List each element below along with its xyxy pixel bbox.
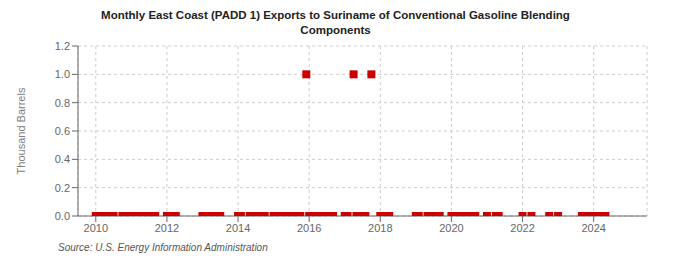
html-text:Monthly East Coast (PADD 1) Ex: Monthly East Coast (PADD 1) Exports to S…	[101, 9, 570, 21]
svg-text:2010: 2010	[84, 222, 108, 234]
svg-text:2016: 2016	[297, 222, 321, 234]
svg-text:1.0: 1.0	[55, 68, 70, 80]
html-text:Components: Components	[300, 24, 371, 36]
svg-text:0.4: 0.4	[55, 153, 70, 165]
svg-text:0.2: 0.2	[55, 182, 70, 194]
html-text:Source: U.S. Energy Informatio: Source: U.S. Energy Information Administ…	[58, 242, 268, 253]
svg-text:1.2: 1.2	[55, 40, 70, 52]
svg-text:2024: 2024	[581, 222, 605, 234]
svg-text:2012: 2012	[155, 222, 179, 234]
svg-text:Thousand Barrels: Thousand Barrels	[15, 87, 27, 174]
svg-text:0.6: 0.6	[55, 125, 70, 137]
svg-text:0.8: 0.8	[55, 97, 70, 109]
svg-text:2022: 2022	[510, 222, 534, 234]
svg-text:2020: 2020	[439, 222, 463, 234]
svg-text:0.0: 0.0	[55, 210, 70, 222]
svg-text:2014: 2014	[226, 222, 250, 234]
svg-text:2018: 2018	[368, 222, 392, 234]
